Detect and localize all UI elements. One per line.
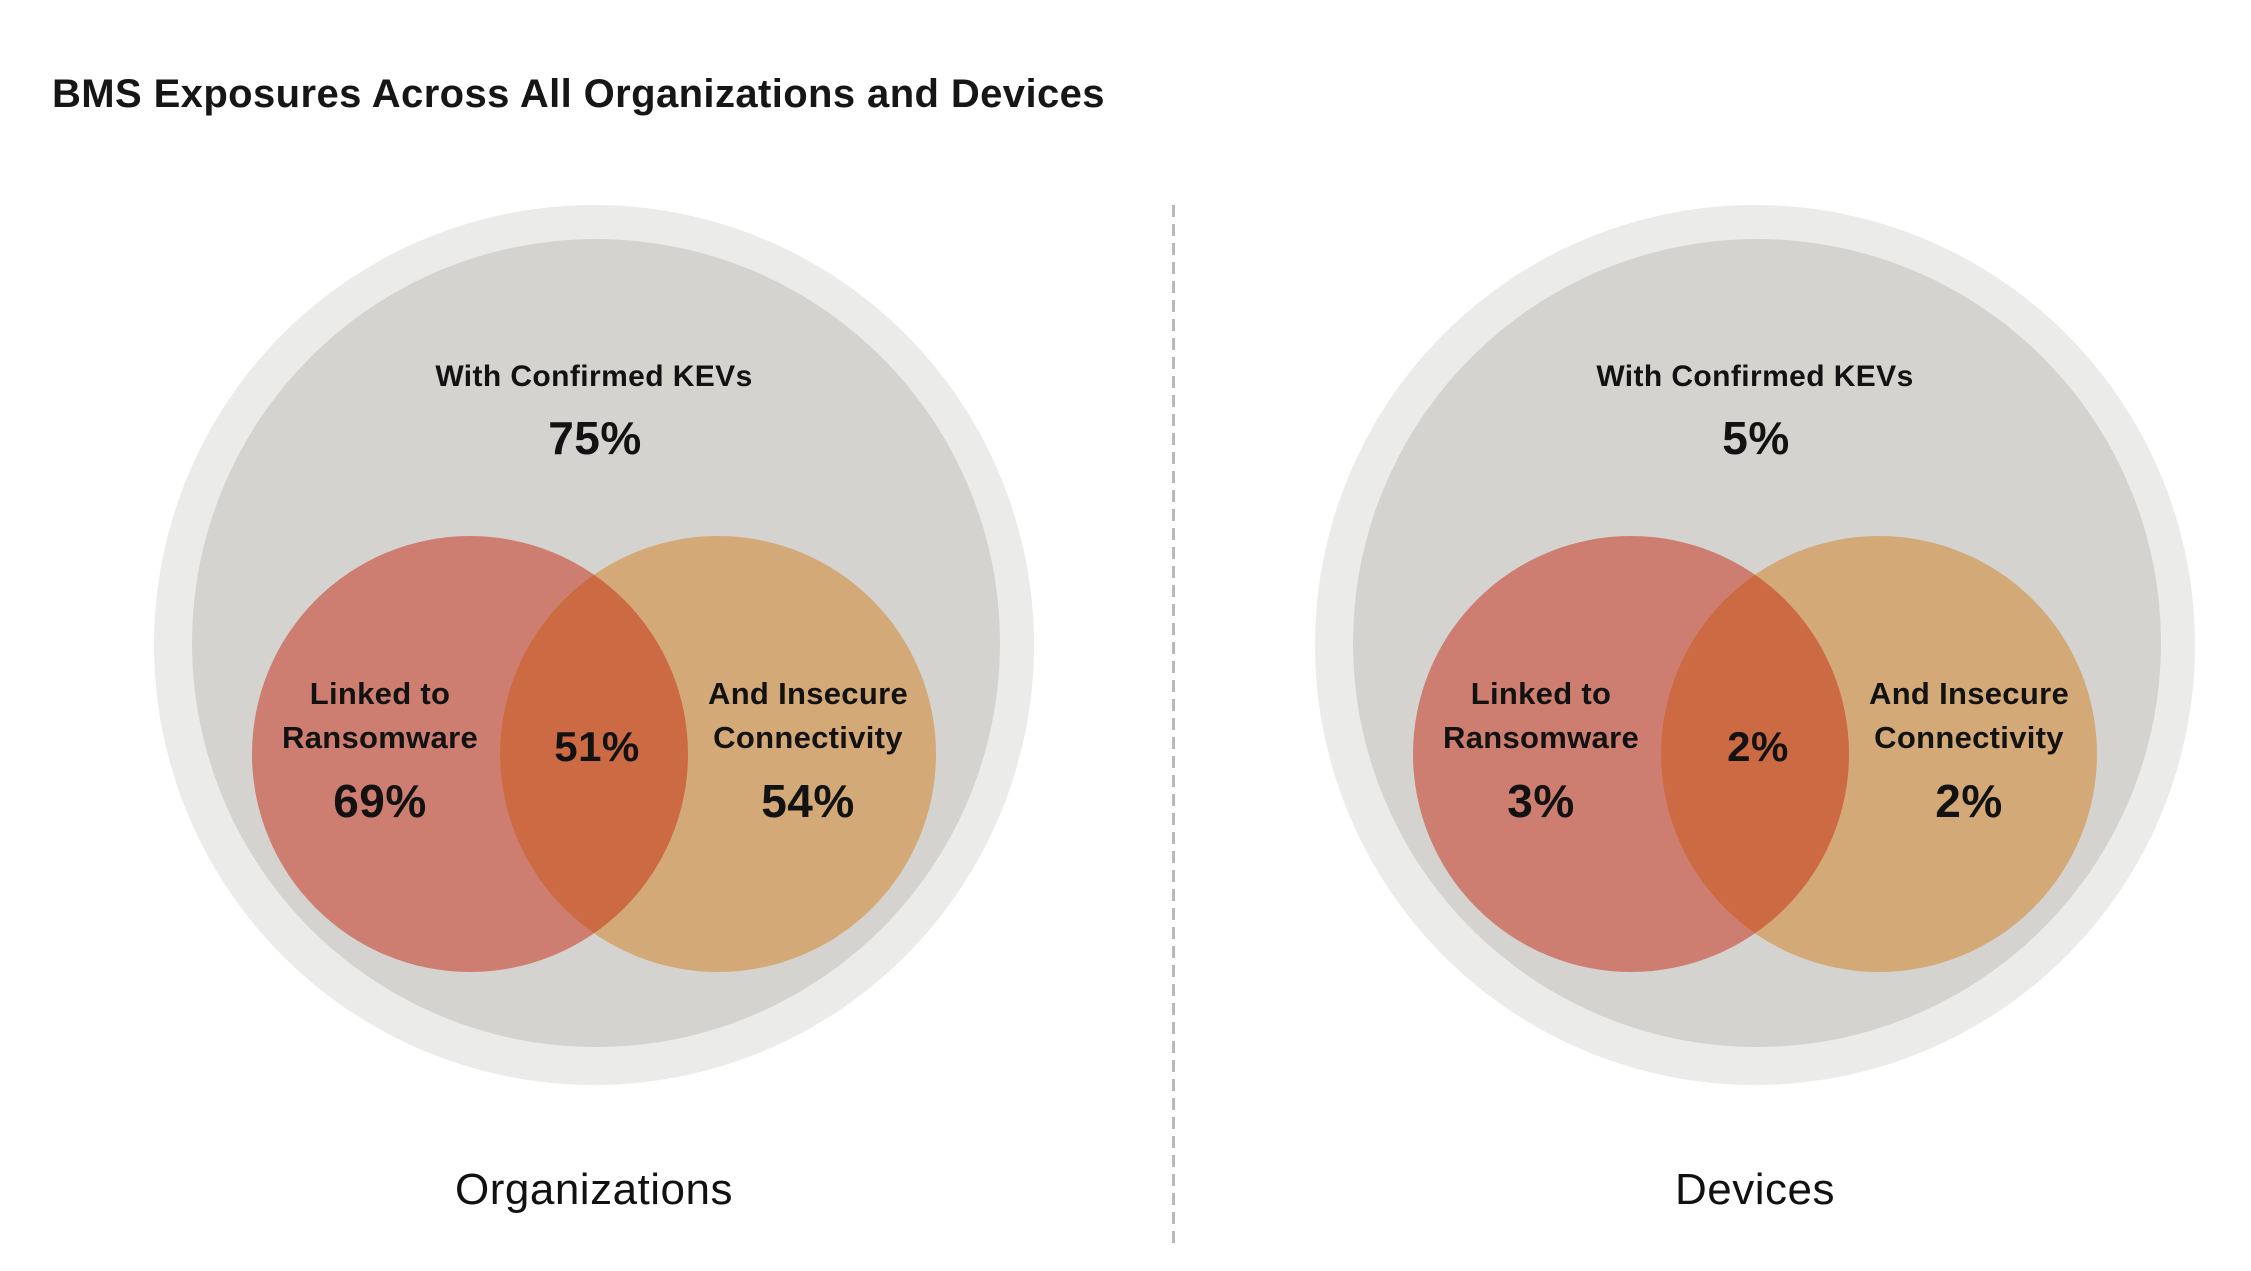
connectivity-label-line2: Connectivity — [1874, 720, 2064, 755]
panel-divider-dashed-line — [1172, 205, 1175, 1245]
kev-label: With Confirmed KEVs — [1596, 360, 1914, 393]
venn-panel-organizations: With Confirmed KEVs 75% Linked to Ransom… — [104, 155, 1084, 1255]
kev-value: 75% — [548, 412, 642, 464]
kev-label: With Confirmed KEVs — [435, 360, 753, 393]
chart-title: BMS Exposures Across All Organizations a… — [52, 72, 1105, 116]
ransomware-label-line1: Linked to — [1470, 676, 1612, 711]
overlap-region — [500, 536, 688, 972]
connectivity-label-line1: And Insecure — [708, 676, 908, 711]
venn-diagram-devices — [1315, 205, 2195, 1085]
ransomware-label-line2: Ransomware — [1443, 720, 1639, 755]
panel-caption-devices: Devices — [1675, 1165, 1835, 1214]
ransomware-value: 69% — [333, 775, 427, 827]
kev-value: 5% — [1722, 412, 1790, 464]
ransomware-label-line2: Ransomware — [282, 720, 478, 755]
venn-diagram-organizations — [154, 205, 1034, 1085]
panel-caption-organizations: Organizations — [455, 1165, 733, 1214]
connectivity-label: And Insecure Connectivity — [1869, 672, 2069, 760]
ransomware-label: Linked to Ransomware — [1443, 672, 1639, 760]
overlap-value: 51% — [554, 723, 640, 770]
connectivity-value: 54% — [761, 775, 855, 827]
connectivity-value: 2% — [1935, 775, 2003, 827]
ransomware-label-line1: Linked to — [309, 676, 451, 711]
connectivity-label-line1: And Insecure — [1869, 676, 2069, 711]
overlap-region — [1661, 536, 1849, 972]
ransomware-label: Linked to Ransomware — [282, 672, 478, 760]
connectivity-label: And Insecure Connectivity — [708, 672, 908, 760]
venn-panel-devices: With Confirmed KEVs 5% Linked to Ransomw… — [1265, 155, 2245, 1255]
connectivity-label-line2: Connectivity — [713, 720, 903, 755]
ransomware-value: 3% — [1507, 775, 1575, 827]
overlap-value: 2% — [1727, 723, 1789, 770]
